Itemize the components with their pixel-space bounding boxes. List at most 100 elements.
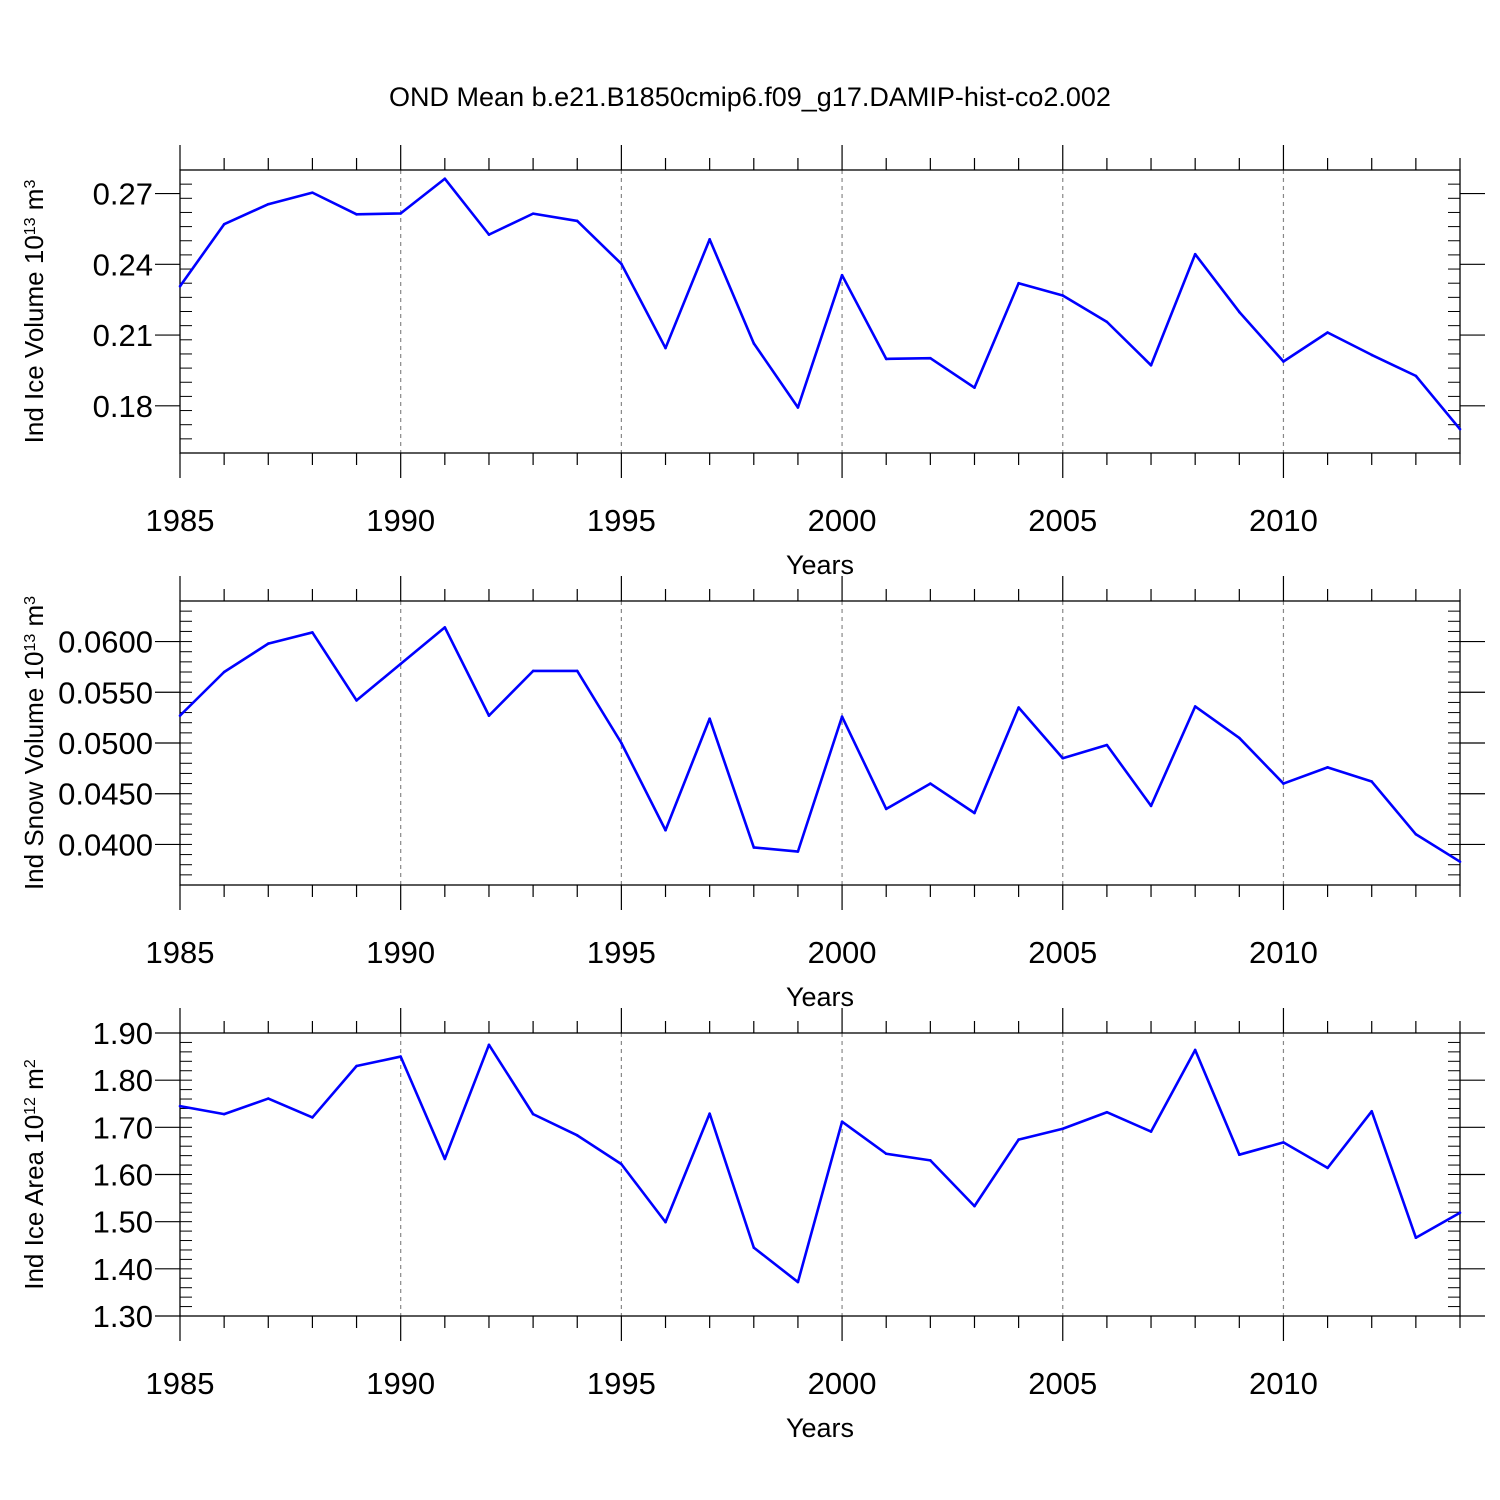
x-tick-label: 2010 bbox=[1249, 1366, 1318, 1401]
data-point bbox=[1458, 860, 1462, 863]
x-tick-label: 2000 bbox=[808, 503, 877, 538]
data-point bbox=[973, 1204, 976, 1208]
data-point bbox=[311, 191, 314, 194]
data-point bbox=[575, 1134, 579, 1137]
data-point bbox=[222, 222, 226, 226]
data-point bbox=[399, 662, 402, 666]
data-point bbox=[1149, 804, 1153, 808]
data-point bbox=[840, 273, 844, 277]
x-tick-label: 1990 bbox=[366, 1366, 435, 1401]
data-point bbox=[1370, 1109, 1374, 1113]
x-tick-label: 1995 bbox=[587, 1366, 656, 1401]
x-tick-label: 1995 bbox=[587, 935, 656, 970]
y-tick-label: 0.24 bbox=[93, 247, 153, 282]
x-tick-label: 1995 bbox=[587, 503, 656, 538]
data-point bbox=[752, 342, 756, 345]
data-point bbox=[311, 631, 314, 634]
panel-3: 1.30 1.40 1.50 1.60 1.70 1.80 1.90 1985 1990 1995… bbox=[19, 1008, 1485, 1443]
x-axis-label: Years bbox=[786, 550, 854, 580]
data-point bbox=[1458, 427, 1462, 431]
data-point bbox=[1017, 1138, 1020, 1141]
data-point bbox=[443, 626, 447, 629]
data-point bbox=[1414, 1236, 1418, 1240]
data-point bbox=[752, 846, 756, 849]
data-point bbox=[222, 670, 226, 674]
data-point bbox=[708, 238, 711, 241]
data-point bbox=[973, 811, 976, 815]
data-point bbox=[531, 212, 535, 215]
data-point bbox=[1149, 1130, 1153, 1133]
data-point bbox=[443, 177, 447, 181]
data-point bbox=[178, 714, 182, 717]
data-point bbox=[1326, 766, 1329, 769]
data-point bbox=[355, 699, 358, 702]
data-point bbox=[178, 284, 182, 288]
panel-1: 0.18 0.21 0.24 0.27 1985 1990 1995 2000 2005 2010… bbox=[19, 145, 1485, 580]
data-point bbox=[884, 357, 888, 361]
data-point bbox=[929, 1159, 932, 1162]
x-tick-label: 1990 bbox=[366, 935, 435, 970]
data-point bbox=[929, 356, 932, 360]
data-point bbox=[1105, 743, 1109, 747]
data-point bbox=[1193, 705, 1197, 708]
y-tick-label: 0.0450 bbox=[58, 777, 153, 812]
data-series-line bbox=[179, 1043, 1461, 1284]
y-tick-label: 0.18 bbox=[93, 389, 153, 424]
data-point bbox=[1326, 331, 1329, 334]
x-tick-label: 2010 bbox=[1249, 503, 1318, 538]
x-tick-label: 2000 bbox=[808, 935, 877, 970]
data-point bbox=[1193, 252, 1197, 256]
y-tick-label: 0.27 bbox=[93, 177, 153, 212]
data-point bbox=[664, 828, 667, 832]
x-tick-label: 2005 bbox=[1028, 1366, 1097, 1401]
y-tick-label: 1.50 bbox=[93, 1205, 153, 1240]
y-tick-label: 1.70 bbox=[93, 1110, 153, 1145]
data-point bbox=[443, 1157, 447, 1161]
x-axis-label: Years bbox=[786, 1413, 854, 1443]
data-point bbox=[620, 1162, 623, 1166]
data-point bbox=[399, 1055, 402, 1058]
y-axis-label: Ind Ice Volume 1013 m3 bbox=[19, 180, 49, 444]
data-point bbox=[487, 1043, 491, 1047]
data-point bbox=[840, 1120, 844, 1123]
data-point bbox=[1238, 310, 1241, 314]
data-point bbox=[1105, 1110, 1109, 1114]
data-point bbox=[796, 406, 800, 409]
data-point bbox=[1370, 353, 1374, 357]
y-tick-label: 0.0400 bbox=[58, 827, 153, 862]
data-point bbox=[973, 386, 976, 389]
data-point bbox=[222, 1112, 226, 1116]
y-tick-label: 0.0550 bbox=[58, 675, 153, 710]
data-point bbox=[487, 714, 491, 717]
data-point bbox=[1414, 374, 1418, 378]
data-point bbox=[752, 1246, 756, 1249]
data-point bbox=[840, 715, 844, 718]
data-point bbox=[1105, 320, 1109, 324]
x-tick-label: 1985 bbox=[146, 935, 215, 970]
data-point bbox=[1017, 706, 1020, 709]
data-point bbox=[884, 807, 888, 811]
x-tick-label: 1985 bbox=[146, 503, 215, 538]
data-point bbox=[355, 213, 358, 216]
y-axis-label: Ind Ice Area 1012 m2 bbox=[19, 1059, 49, 1290]
y-tick-label: 1.40 bbox=[93, 1252, 153, 1287]
x-axis-label: Years bbox=[786, 982, 854, 1012]
data-point bbox=[399, 212, 402, 215]
data-point bbox=[1061, 1127, 1065, 1131]
plot-frame bbox=[179, 169, 1461, 454]
data-point bbox=[1282, 1141, 1285, 1144]
data-point bbox=[266, 1097, 270, 1100]
data-point bbox=[1282, 782, 1285, 785]
data-point bbox=[531, 1112, 535, 1116]
y-tick-label: 0.0600 bbox=[58, 625, 153, 660]
panel-2: 0.0400 0.0450 0.0500 0.0550 0.0600 1985 1990 19… bbox=[19, 576, 1485, 1012]
data-point bbox=[620, 262, 623, 266]
data-point bbox=[884, 1152, 888, 1156]
data-point bbox=[1017, 281, 1020, 285]
data-point bbox=[266, 202, 270, 206]
y-tick-label: 0.21 bbox=[93, 318, 153, 353]
data-point bbox=[487, 233, 491, 236]
x-tick-label: 2000 bbox=[808, 1366, 877, 1401]
x-tick-label: 1985 bbox=[146, 1366, 215, 1401]
plot-frame bbox=[179, 1032, 1461, 1317]
